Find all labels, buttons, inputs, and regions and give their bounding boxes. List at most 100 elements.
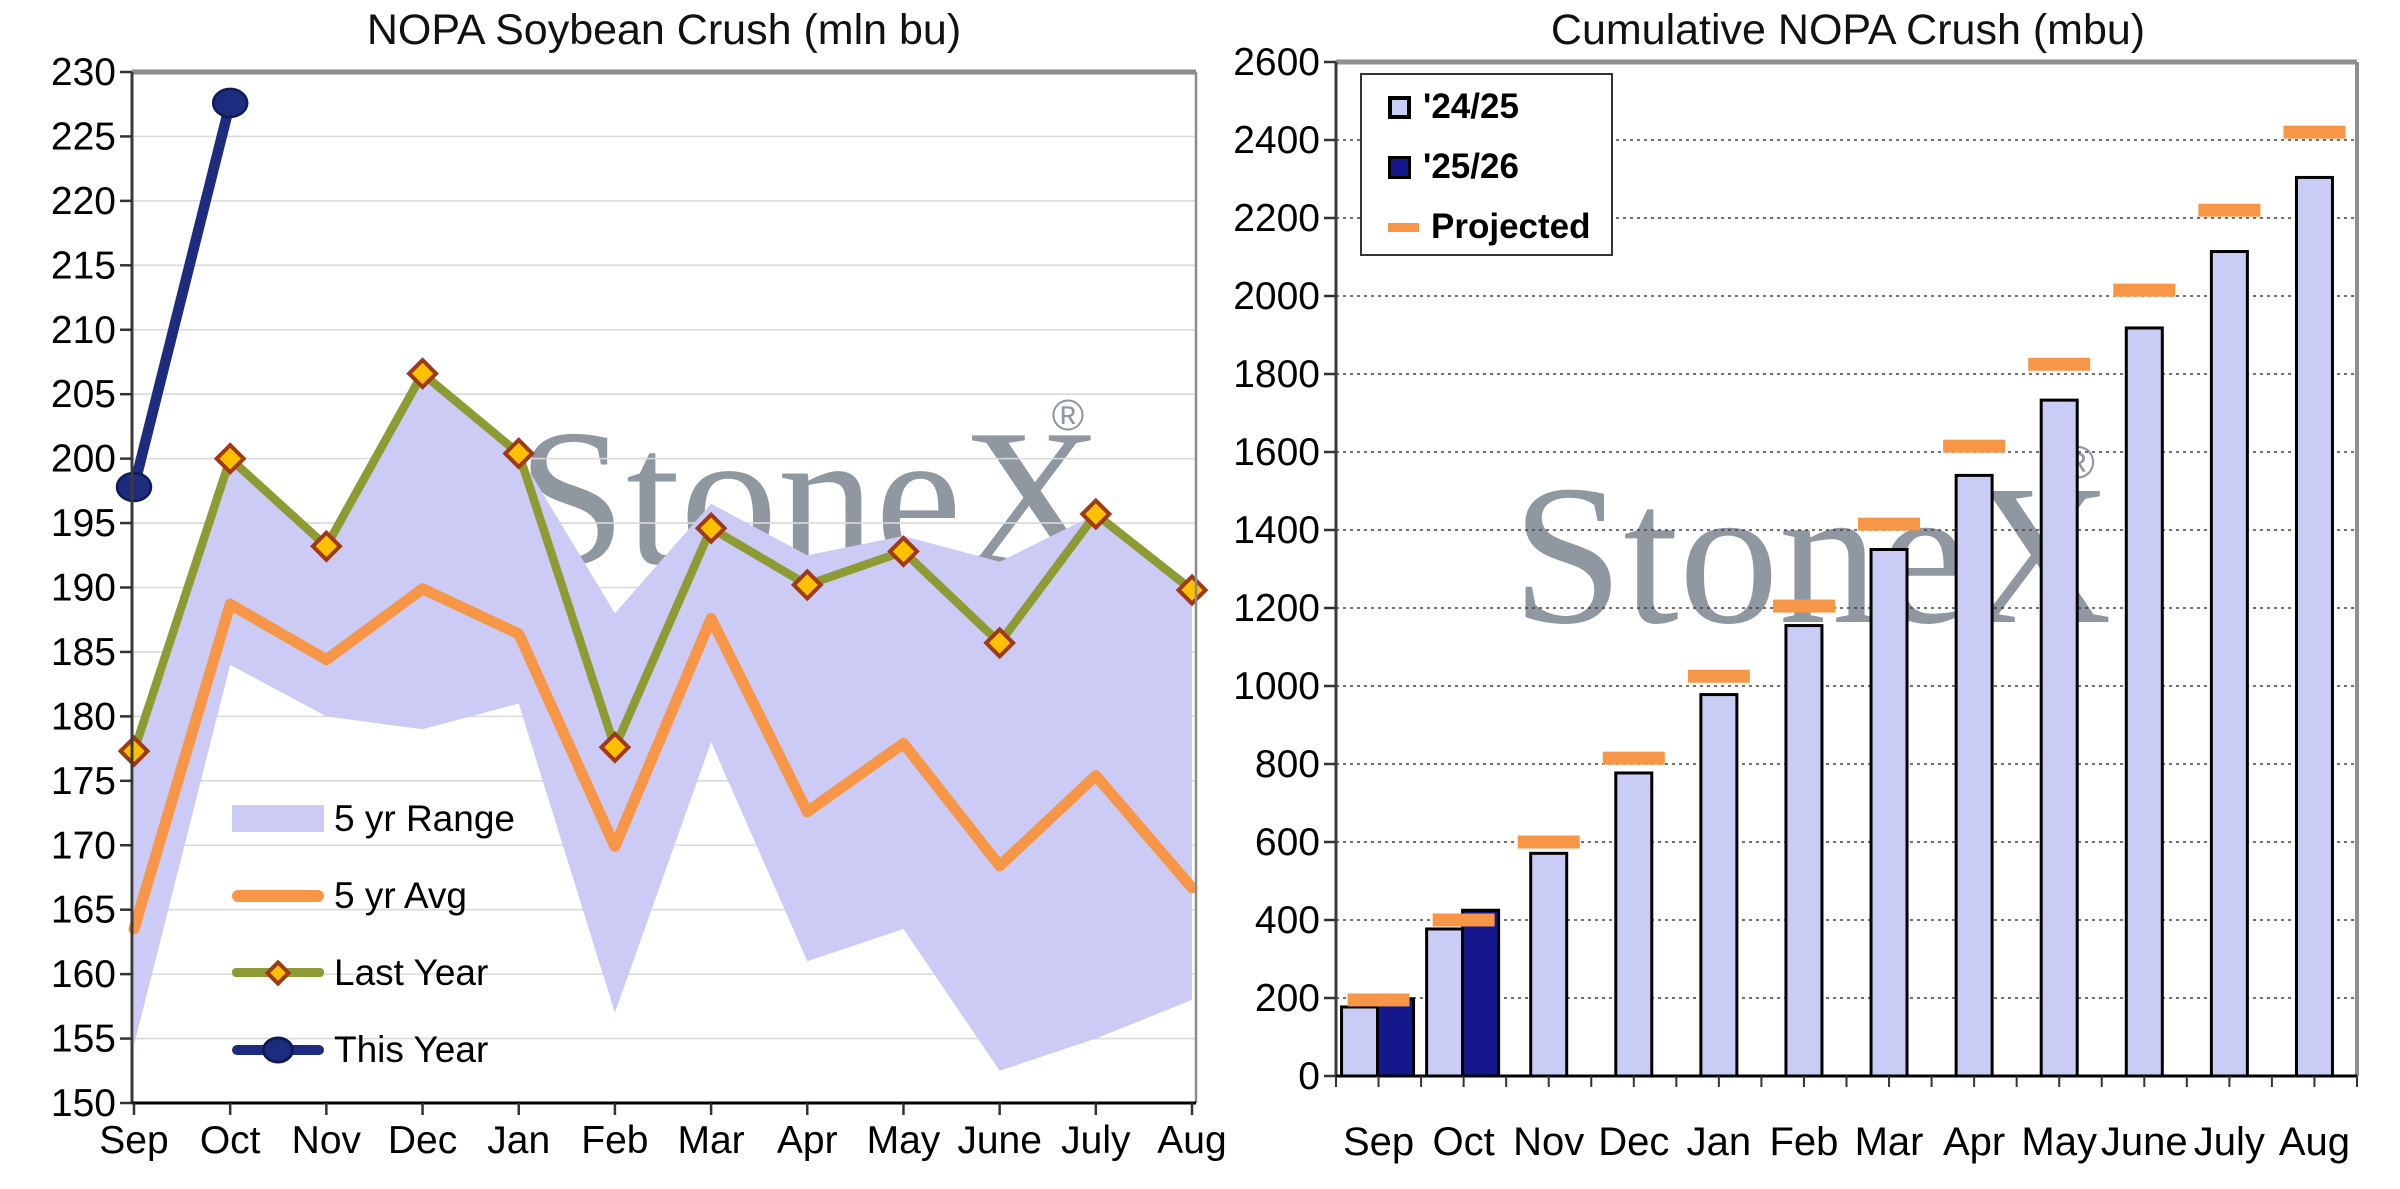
diamond-marker-icon [310, 529, 343, 563]
y-tick-label: 175 [51, 760, 116, 803]
y-tick-label: 160 [51, 953, 116, 996]
legend-item-last-year: Last Year [232, 934, 792, 1011]
x-tick-label: Dec [388, 1119, 457, 1162]
y-tick-label: 1200 [1233, 587, 1320, 630]
projected-dash [2283, 125, 2346, 139]
diamond-marker-icon [502, 437, 536, 470]
diamond-marker-icon [887, 535, 920, 568]
legend-label: '24/25 [1423, 87, 1519, 126]
y-tick-label: 150 [51, 1082, 116, 1125]
y-tick-label: 1800 [1233, 353, 1320, 396]
projected-dash [1858, 517, 1921, 531]
projected-dash [1517, 835, 1580, 849]
y-tick-label: 2200 [1233, 197, 1320, 240]
legend-label: Last Year [334, 951, 489, 993]
x-tick-label: Apr [1943, 1120, 2005, 1164]
navy-square-icon [1388, 155, 1411, 179]
x-tick-label: June [2101, 1120, 2188, 1164]
diamond-marker-icon [213, 442, 247, 475]
projected-dash [2198, 203, 2261, 217]
bar-2425 [1869, 548, 1909, 1078]
y-tick-label: 165 [51, 889, 116, 932]
y-tick-label: 2600 [1233, 41, 1320, 84]
x-tick-label: Aug [2279, 1120, 2350, 1164]
diamond-marker-icon [264, 959, 292, 986]
y-tick-label: 180 [51, 695, 116, 738]
y-tick-label: 2400 [1233, 119, 1320, 162]
lavender-square-icon [1388, 95, 1411, 119]
diamond-marker-icon [790, 568, 824, 602]
legend-label: Projected [1431, 207, 1591, 246]
y-tick-label: 1600 [1233, 431, 1320, 474]
y-tick-label: 210 [51, 309, 116, 352]
y-tick-label: 185 [51, 631, 116, 674]
bar-2425 [1425, 927, 1465, 1078]
y-tick-label: 215 [51, 244, 116, 287]
projected-dash [2113, 283, 2176, 297]
y-tick-label: 220 [51, 180, 116, 223]
y-tick-label: 195 [51, 502, 116, 545]
bar-2526 [1376, 997, 1416, 1078]
bar-2425 [1614, 771, 1654, 1078]
avg-line-swatch-icon [232, 889, 324, 902]
projected-dash [1432, 913, 1495, 927]
legend-item-5yr-avg: 5 yr Avg [232, 857, 792, 934]
circle-marker-icon [211, 87, 249, 119]
projected-dash [1943, 439, 2006, 453]
bar-2425 [2209, 250, 2249, 1078]
y-tick-label: 2000 [1233, 275, 1320, 318]
x-tick-label: Jan [1687, 1120, 1752, 1164]
x-tick-label: Mar [678, 1119, 745, 1162]
y-tick-label: 200 [51, 438, 116, 481]
y-tick-label: 1000 [1233, 665, 1320, 708]
x-tick-label: Nov [1513, 1120, 1584, 1164]
diamond-marker-icon [1175, 573, 1209, 607]
projected-dash-icon [1388, 222, 1419, 232]
diamond-marker-icon [406, 357, 439, 390]
y-tick-label: 800 [1255, 743, 1320, 786]
projected-dash [1687, 669, 1750, 683]
y-tick-label: 0 [1298, 1055, 1320, 1098]
bar-2425 [1699, 693, 1739, 1078]
legend-item-projected: Projected [1388, 207, 1591, 247]
left-chart-title: NOPA Soybean Crush (mln bu) [366, 6, 962, 54]
x-tick-label: Oct [1433, 1120, 1495, 1164]
projected-dash [1602, 751, 1665, 765]
x-tick-label: Jan [487, 1119, 550, 1162]
x-tick-label: May [2021, 1120, 2097, 1164]
y-tick-label: 600 [1255, 821, 1320, 864]
y-tick-label: 170 [51, 824, 116, 867]
projected-dash [2028, 357, 2091, 371]
x-tick-label: Feb [581, 1119, 648, 1162]
bar-2425 [1954, 473, 1994, 1078]
bar-2425 [2294, 175, 2334, 1078]
bar-2425 [2039, 398, 2079, 1078]
x-tick-label: Sep [99, 1119, 168, 1162]
diamond-marker-icon [983, 626, 1016, 660]
legend-label: 5 yr Avg [334, 874, 468, 916]
range-swatch-icon [232, 805, 324, 832]
x-tick-label: Nov [292, 1119, 362, 1162]
circle-marker-icon [262, 1036, 294, 1063]
x-tick-label: July [1061, 1119, 1131, 1162]
diamond-marker-icon [1079, 497, 1113, 531]
five-yr-avg-line [128, 583, 1198, 935]
x-tick-label: Oct [200, 1119, 261, 1162]
bar-2425 [1784, 624, 1824, 1078]
x-tick-label: Aug [1157, 1119, 1226, 1162]
right-chart-legend: '24/25 '25/26 Projected [1360, 73, 1613, 256]
x-tick-label: May [867, 1119, 941, 1162]
y-tick-label: 200 [1255, 977, 1320, 1020]
diamond-marker-icon [117, 734, 151, 768]
y-tick-label: 400 [1255, 899, 1320, 942]
y-tick-label: 230 [51, 51, 116, 94]
left-chart-legend: 5 yr Range 5 yr Avg Last Year This Year [232, 780, 792, 1088]
this-year-swatch-icon [232, 1036, 324, 1063]
x-tick-label: Mar [1855, 1120, 1924, 1164]
legend-label: 5 yr Range [334, 797, 515, 839]
legend-item-2425: '24/25 [1388, 87, 1519, 127]
x-tick-label: July [2194, 1120, 2265, 1164]
y-tick-label: 1400 [1233, 509, 1320, 552]
